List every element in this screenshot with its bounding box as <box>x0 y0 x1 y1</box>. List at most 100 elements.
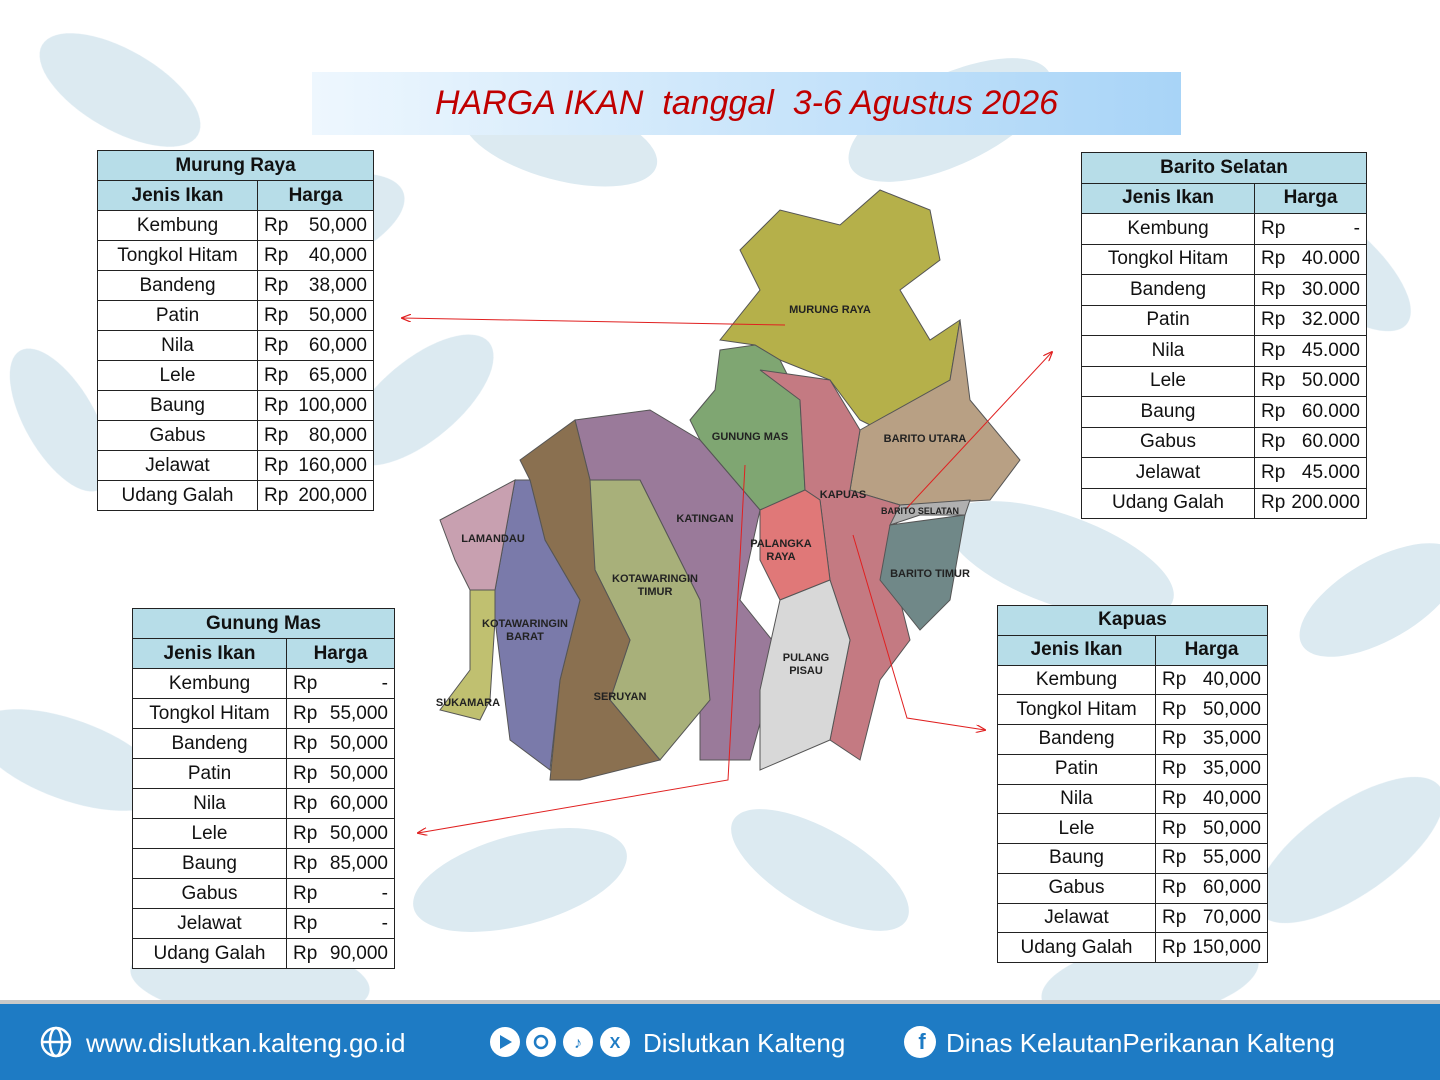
cell: Rp <box>286 938 320 969</box>
cell: Rp <box>1254 335 1286 367</box>
price-table: Gunung Mas Jenis Ikan Harga Kembung Rp - Tongk… <box>132 608 396 969</box>
cell: 50,000 <box>1186 813 1269 844</box>
map-label: BARITO UTARA <box>884 433 967 445</box>
cell: Lele <box>97 360 258 391</box>
facebook: Dinas KelautanPerikanan Kalteng <box>946 1028 1335 1058</box>
header-row: Jenis Ikan Harga <box>1080 182 1367 214</box>
cell: 100,000 <box>289 390 375 421</box>
cell: Rp <box>1254 457 1286 489</box>
cell: 60,000 <box>319 788 396 819</box>
price-row: Bandeng Rp 38,000 <box>97 270 375 301</box>
cell: Baung <box>1080 396 1256 428</box>
cell: Kembung <box>97 210 258 241</box>
price-row: Gabus Rp 60.000 <box>1080 426 1368 458</box>
header-cell: Jenis Ikan <box>132 638 287 669</box>
cell: 40,000 <box>289 240 375 271</box>
cell: - <box>1285 213 1368 245</box>
cell: Udang Galah <box>132 938 287 969</box>
price-row: Patin Rp 35,000 <box>996 753 1269 785</box>
cell: 160,000 <box>289 450 375 481</box>
cell: Rp <box>1155 724 1187 755</box>
cell: Rp <box>286 728 320 759</box>
cell: Gabus <box>1080 426 1256 458</box>
cell: Rp <box>257 240 290 271</box>
price-row: Udang Galah Rp 150,000 <box>996 932 1269 963</box>
cell: Lele <box>1080 365 1256 397</box>
cell: Jelawat <box>996 902 1157 934</box>
cell: Rp <box>257 210 290 241</box>
cell: Rp <box>286 758 320 789</box>
table-title-row: Kapuas <box>997 605 1268 636</box>
cell: Tongkol Hitam <box>97 240 258 271</box>
cell: Rp <box>1254 213 1286 245</box>
header-cell: Jenis Ikan <box>97 180 258 211</box>
price-row: Baung Rp 100,000 <box>97 390 375 421</box>
cell: Lele <box>996 813 1157 844</box>
cell: - <box>319 878 396 909</box>
price-table: Murung Raya Jenis Ikan Harga Kembung Rp 50,00… <box>97 150 375 511</box>
price-row: Lele Rp 50.000 <box>1080 365 1368 397</box>
price-row: Tongkol Hitam Rp 40,000 <box>97 240 375 271</box>
cell: 90,000 <box>319 938 396 969</box>
price-row: Patin Rp 32.000 <box>1080 304 1368 336</box>
cell: 35,000 <box>1186 724 1269 755</box>
cell: Rp <box>286 848 320 879</box>
cell: Rp <box>257 390 290 421</box>
price-row: Tongkol Hitam Rp 50,000 <box>996 694 1269 725</box>
cell: Nila <box>97 330 258 361</box>
map-label: BARITO SELATAN <box>881 506 959 516</box>
table-title: Gunung Mas <box>132 608 395 639</box>
price-row: Jelawat Rp 70,000 <box>996 902 1269 934</box>
header-cell: Harga <box>286 638 395 669</box>
map-label: PALANGKA RAYA <box>750 538 812 563</box>
price-row: Gabus Rp 80,000 <box>97 420 375 451</box>
price-row: Gabus Rp 60,000 <box>996 872 1269 904</box>
price-row: Nila Rp 60,000 <box>97 330 375 361</box>
cell: 85,000 <box>319 848 396 879</box>
price-row: Patin Rp 50,000 <box>132 758 396 789</box>
map-label: SUKAMARA <box>436 697 500 709</box>
cell: Rp <box>257 420 290 451</box>
table-title: Murung Raya <box>97 150 374 181</box>
table-title-row: Barito Selatan <box>1081 152 1367 184</box>
price-row: Kembung Rp - <box>132 668 396 699</box>
map-label: SERUYAN <box>594 691 647 703</box>
cell: Gabus <box>132 878 287 909</box>
cell: Udang Galah <box>1080 487 1256 519</box>
cell: Nila <box>996 783 1157 815</box>
header-cell: Jenis Ikan <box>1080 182 1256 214</box>
price-row: Kembung Rp 50,000 <box>97 210 375 241</box>
cell: Rp <box>1254 243 1286 275</box>
svg-text:♪: ♪ <box>574 1035 582 1052</box>
price-row: Jelawat Rp 45.000 <box>1080 457 1368 489</box>
cell: 60,000 <box>289 330 375 361</box>
cell: Rp <box>1254 396 1286 428</box>
cell: - <box>319 908 396 939</box>
cell: Tongkol Hitam <box>1080 243 1256 275</box>
price-row: Gabus Rp - <box>132 878 396 909</box>
cell: Bandeng <box>132 728 287 759</box>
cell: Rp <box>286 788 320 819</box>
cell: Patin <box>97 300 258 331</box>
regions <box>439 189 1021 781</box>
cell: 50,000 <box>1186 694 1269 725</box>
price-row: Bandeng Rp 30.000 <box>1080 274 1368 306</box>
cell: Rp <box>286 818 320 849</box>
cell: 50,000 <box>289 300 375 331</box>
table-title: Barito Selatan <box>1081 152 1367 184</box>
price-row: Kembung Rp 40,000 <box>996 664 1269 696</box>
price-row: Tongkol Hitam Rp 55,000 <box>132 698 396 729</box>
price-row: Nila Rp 45.000 <box>1080 335 1368 367</box>
cell: 60.000 <box>1285 396 1368 428</box>
cell: Rp <box>257 300 290 331</box>
price-row: Baung Rp 85,000 <box>132 848 396 879</box>
cell: Rp <box>1155 872 1187 904</box>
table-title-row: Murung Raya <box>97 150 374 181</box>
cell: 40.000 <box>1285 243 1368 275</box>
cell: 50.000 <box>1285 365 1368 397</box>
cell: 30.000 <box>1285 274 1368 306</box>
cell: 38,000 <box>289 270 375 301</box>
